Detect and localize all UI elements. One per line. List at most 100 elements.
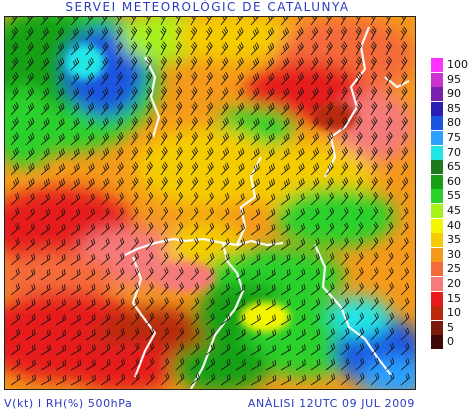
wind-barb-feather [385,30,390,35]
wind-barb-feather [243,268,246,274]
wind-barb-feather [33,344,36,350]
wind-barb [100,31,109,41]
wind-barb-feather [344,101,348,107]
wind-barb-feather [371,135,375,141]
wind-barb-feather [242,360,244,366]
wind-barb [100,121,109,131]
wind-barb-feather [238,28,242,34]
wind-barb-feather [316,330,319,336]
wind-barb-feather [91,254,94,261]
wind-barb-feather [133,133,137,139]
wind-barb-feather [106,345,109,351]
legend-label: 90 [447,87,461,101]
wind-barb-feather [43,181,47,187]
wind-barb-feather [326,105,331,111]
wind-barb [295,122,305,131]
wind-barb-feather [315,117,319,123]
wind-barb-feather [316,299,319,305]
wind-barb-feather [302,238,306,244]
wind-barb-feather [177,41,182,46]
wind-barb [55,243,66,251]
wind-barb-feather [329,224,333,230]
wind-barb-feather [91,300,94,306]
wind-barb [340,317,350,326]
wind-barb-feather [77,132,80,138]
wind-barb [175,90,183,101]
wind-barb-feather [60,119,63,125]
wind-barb-feather [161,73,166,78]
wind-barb-feather [166,312,169,318]
wind-barb [310,318,321,326]
wind-barb-feather [390,221,394,227]
wind-barb [130,60,138,71]
wind-barb-feather [190,45,195,51]
wind-barb-feather [108,328,111,334]
wind-barb-feather [134,86,138,92]
wind-barb-feather [390,252,394,257]
wind-barb-feather [268,60,271,66]
wind-barb-feather [358,223,362,229]
wind-barb-feather [286,209,289,216]
wind-barb [385,377,395,386]
wind-barb [70,258,81,266]
wind-barb [235,122,245,131]
wind-barb-feather [343,208,347,214]
wind-barb-feather [344,224,348,229]
wind-barb [10,31,19,41]
wind-barb-feather [259,344,261,350]
wind-barb-feather [341,60,345,66]
wind-barb-feather [373,116,378,122]
wind-barb [310,272,320,281]
wind-barb-feather [166,372,170,378]
wind-barb [265,243,276,251]
wind-barb-feather [122,297,125,303]
wind-barb [145,180,154,191]
wind-barb-feather [62,178,66,184]
wind-barb-feather [272,178,276,184]
wind-barb [10,242,20,251]
wind-barb-feather [403,208,407,214]
wind-barb [85,379,96,386]
legend-entry: 15 [428,291,475,306]
wind-barb-feather [288,238,291,244]
wind-barb [175,362,185,371]
wind-barb-feather [269,29,273,35]
wind-barb [295,17,304,26]
wind-barb-feather [301,270,304,276]
wind-barb [115,211,124,221]
wind-barb-feather [76,27,79,33]
wind-barb [355,60,362,71]
wind-barb-feather [46,285,49,291]
wind-barb-feather [257,163,260,169]
wind-barb-feather [75,17,78,19]
wind-barb [370,211,379,221]
wind-barb [115,136,124,146]
wind-barb-feather [148,116,153,122]
wind-barb-feather [225,87,229,92]
wind-barb-feather [298,151,301,157]
wind-barb-feather [192,43,196,48]
wind-barb-feather [149,329,153,335]
wind-barb-feather [46,27,49,33]
wind-barb [295,227,305,236]
wind-barb-feather [179,329,183,335]
wind-barb-feather [242,193,245,199]
wind-barb [235,273,246,281]
wind-barb-feather [228,328,231,334]
wind-barb-feather [165,236,169,242]
wind-barb [280,288,291,296]
wind-barb-feather [136,267,140,273]
wind-barb-feather [227,222,230,228]
wind-barb-feather [207,135,211,141]
wind-barb-feather [240,149,243,155]
wind-barb-feather [329,194,333,199]
wind-barb-feather [91,330,94,336]
wind-barb-feather [269,74,273,80]
wind-barb-feather [326,30,330,36]
wind-barb [115,378,126,386]
wind-barb-feather [288,253,291,259]
wind-barb [325,226,335,236]
wind-barb-feather [44,89,48,95]
wind-barb-feather [300,179,303,185]
wind-barb [355,150,363,161]
